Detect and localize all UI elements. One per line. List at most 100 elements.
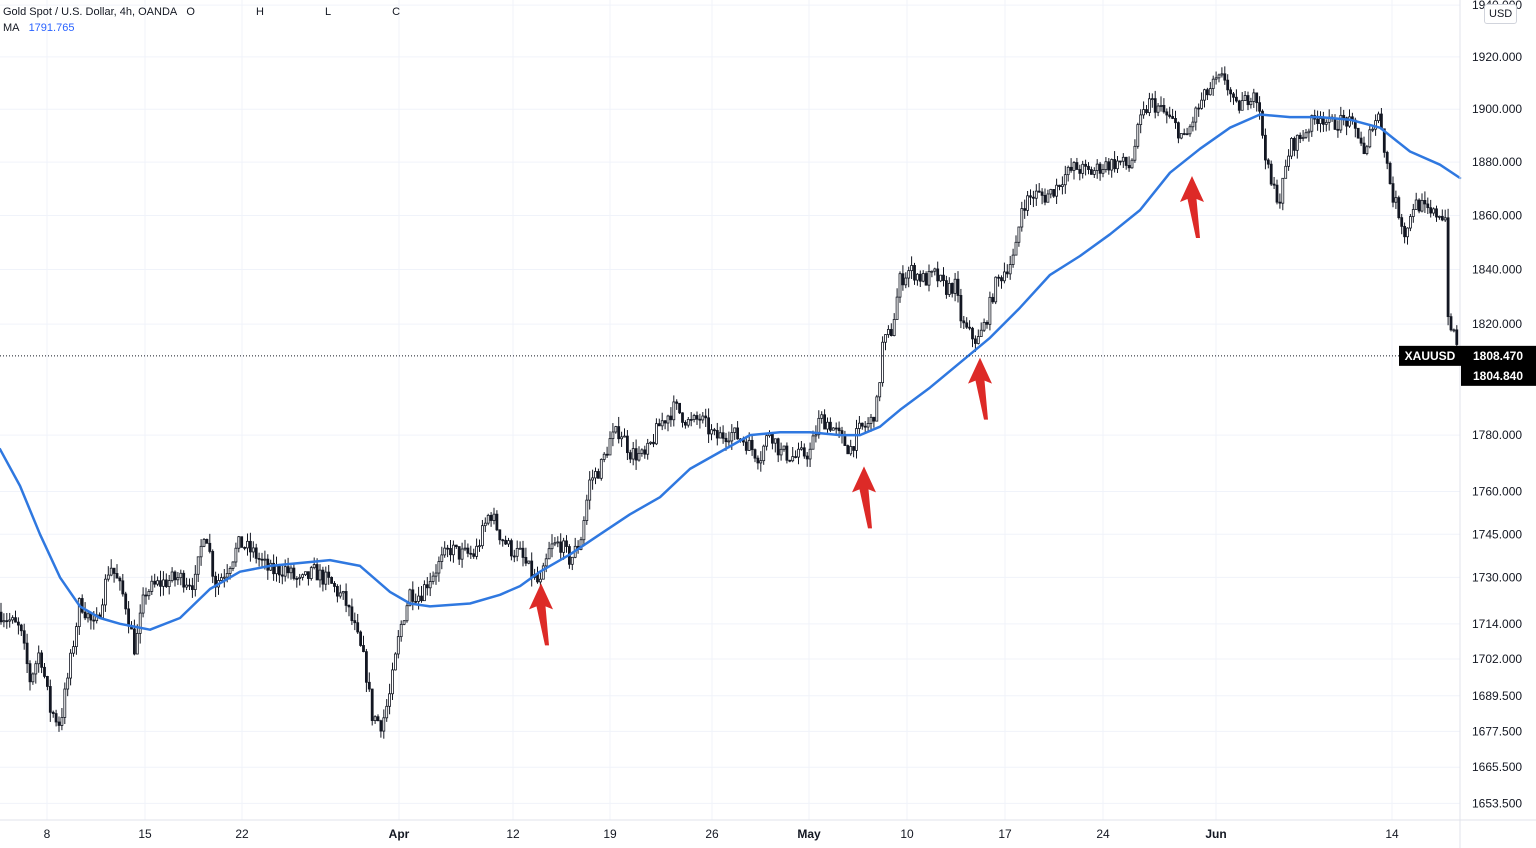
price-tick-label: 1920.000	[1472, 50, 1522, 64]
candle-body	[1090, 169, 1093, 175]
time-axis[interactable]: 8 15 22 Apr 12 19 26 May 10 17 24 Jun 14	[0, 819, 1536, 841]
candle-body	[1177, 122, 1180, 139]
candle-body	[1307, 130, 1311, 134]
candle-body	[1023, 208, 1027, 211]
candle-body	[1165, 111, 1169, 116]
candle-body	[101, 604, 104, 619]
candle-body	[730, 432, 734, 442]
candle-body	[878, 382, 882, 398]
currency-badge[interactable]: USD	[1484, 4, 1518, 24]
time-tick-label: 22	[235, 827, 249, 841]
candle-body	[805, 455, 809, 460]
candle-body	[1417, 199, 1421, 212]
candle-body	[727, 440, 731, 443]
candle-body	[1319, 118, 1322, 125]
candle-body	[1322, 118, 1325, 125]
candle-body	[1298, 134, 1302, 140]
candle-body	[1127, 164, 1131, 169]
candle-body	[501, 539, 505, 542]
candle-body	[591, 477, 594, 481]
candle-body	[655, 423, 658, 445]
candle-body	[164, 579, 168, 588]
candle-body	[599, 459, 603, 479]
open-label: O	[186, 6, 195, 18]
candle-body	[849, 446, 853, 455]
price-tick-label: 1745.000	[1472, 527, 1522, 541]
candle-body	[1284, 165, 1288, 179]
price-axis[interactable]: 1653.500 1665.500 1677.500 1689.500 1702.000…	[1459, 0, 1522, 848]
candle-body	[959, 295, 963, 322]
time-tick-label: 14	[1385, 827, 1399, 841]
candle-body	[228, 567, 232, 574]
high-label: H	[255, 6, 264, 18]
symbol-title[interactable]: Gold Spot / U.S. Dollar, 4h, OANDA	[3, 6, 178, 18]
candle-body	[1258, 102, 1261, 112]
candle-body	[147, 591, 151, 597]
candle-body	[782, 445, 786, 450]
candle-body	[1443, 217, 1447, 221]
candle-body	[594, 471, 597, 479]
candle-body	[1156, 105, 1160, 113]
candle-body	[910, 265, 913, 272]
candle-body	[356, 622, 360, 633]
candle-body	[434, 572, 438, 577]
moving-average-line	[0, 113, 1462, 631]
candle-body	[652, 441, 655, 445]
candle-body	[512, 555, 516, 558]
candle-body	[460, 548, 464, 560]
candle-body	[1145, 109, 1148, 113]
candle-body	[1153, 98, 1157, 113]
candle-body	[997, 276, 1000, 279]
candle-body	[1362, 142, 1366, 154]
candle-body	[498, 529, 502, 541]
candle-body	[820, 414, 824, 419]
candle-body	[869, 416, 873, 424]
ma-label[interactable]: MA	[3, 22, 20, 34]
time-tick-label: 10	[900, 827, 914, 841]
candle-body	[753, 449, 757, 459]
candle-body	[1293, 138, 1296, 151]
candle-body	[370, 688, 374, 721]
candle-body	[382, 717, 386, 732]
candle-body	[1098, 163, 1102, 174]
candle-body	[463, 547, 467, 550]
candle-body	[8, 619, 12, 622]
candle-body	[1403, 225, 1406, 238]
candle-body	[132, 628, 136, 655]
candle-body	[19, 624, 23, 632]
candle-body	[628, 452, 632, 460]
candle-body	[138, 612, 142, 634]
candle-body	[1345, 117, 1348, 127]
candle-body	[901, 273, 905, 286]
candle-body	[707, 417, 710, 435]
candle-body	[565, 540, 568, 547]
candle-body	[408, 589, 412, 607]
candle-body	[1136, 124, 1140, 147]
candle-body	[275, 565, 278, 575]
candle-body	[965, 322, 969, 328]
price-tick-label: 1780.000	[1472, 428, 1522, 442]
candle-body	[1397, 197, 1401, 219]
candle-body	[330, 577, 334, 584]
candle-body	[414, 600, 418, 603]
candle-body	[1269, 163, 1273, 185]
candle-body	[422, 584, 426, 602]
candle-body	[1150, 98, 1154, 101]
candle-body	[170, 571, 174, 581]
candle-body	[1179, 133, 1183, 139]
candle-body	[16, 621, 20, 626]
price-tick-label: 1900.000	[1472, 102, 1522, 116]
candle-body	[60, 716, 64, 726]
candle-body	[1252, 92, 1256, 102]
candle-body	[1220, 73, 1224, 76]
candle-body	[626, 435, 629, 454]
candle-body	[1420, 200, 1424, 212]
candle-body	[1336, 128, 1340, 131]
candle-body	[602, 453, 606, 460]
candle-body	[597, 471, 600, 479]
candle-body	[1191, 121, 1195, 128]
candle-body	[205, 539, 209, 544]
candle-body	[480, 525, 484, 547]
candle-body	[872, 416, 876, 422]
